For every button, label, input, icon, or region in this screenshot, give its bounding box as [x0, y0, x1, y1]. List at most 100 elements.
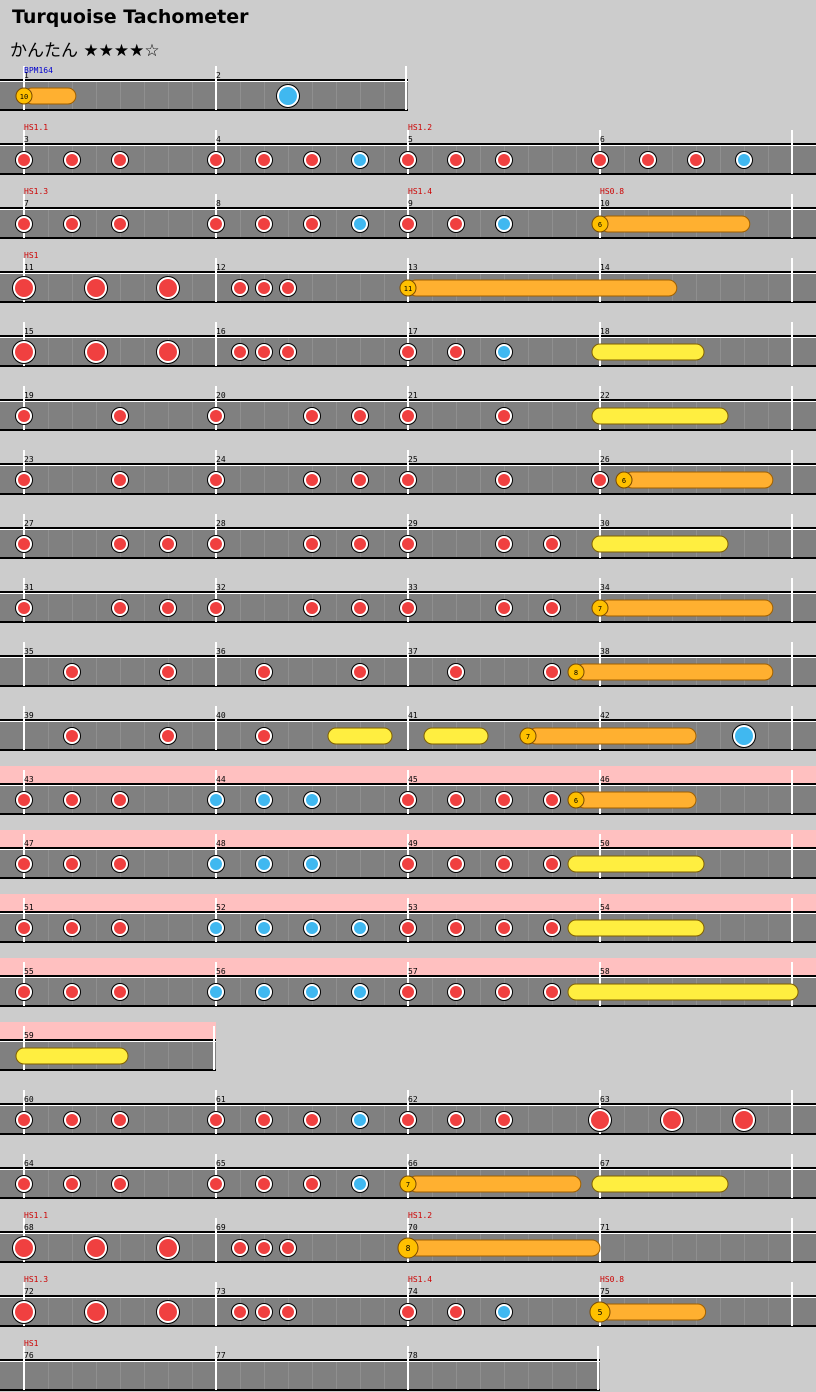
don-note	[498, 474, 510, 486]
ka-note	[306, 922, 318, 934]
balloon-roll-bar	[327, 727, 393, 745]
beat-line	[144, 402, 145, 429]
measure-number: 75	[600, 1287, 610, 1296]
beat-line	[432, 1106, 433, 1133]
beat-line	[432, 402, 433, 429]
beat-line	[528, 850, 529, 877]
beat-line	[96, 530, 97, 557]
don-note	[66, 154, 78, 166]
beat-line	[384, 146, 385, 173]
speed-change-label: HS1.4	[408, 187, 432, 196]
beat-line	[504, 658, 505, 685]
bar-line	[791, 898, 793, 942]
beat-line	[768, 338, 769, 365]
measure-number: 69	[216, 1223, 226, 1232]
beat-line	[504, 1362, 505, 1389]
don-note	[87, 279, 105, 297]
ka-note	[210, 794, 222, 806]
beat-line	[456, 466, 457, 493]
measure-number: 54	[600, 903, 610, 912]
beat-line	[120, 338, 121, 365]
bar-line	[215, 1282, 217, 1326]
beat-line	[72, 466, 73, 493]
beat-line	[768, 786, 769, 813]
measure-number: 7	[24, 199, 29, 208]
beat-line	[168, 1106, 169, 1133]
measure-number: 9	[408, 199, 413, 208]
balloon-roll-bar	[591, 407, 729, 425]
don-note	[450, 666, 462, 678]
beat-line	[192, 82, 193, 109]
don-note	[354, 602, 366, 614]
ka-note	[354, 218, 366, 230]
chart-row	[0, 194, 816, 239]
beat-line	[384, 1106, 385, 1133]
beat-line	[480, 1106, 481, 1133]
beat-line	[288, 978, 289, 1005]
beat-line	[744, 914, 745, 941]
drumroll-head	[567, 663, 585, 681]
beat-line	[264, 1362, 265, 1389]
beat-line	[192, 466, 193, 493]
beat-line	[384, 594, 385, 621]
beat-line	[624, 1234, 625, 1261]
drumroll-bar	[527, 727, 697, 745]
beat-line	[504, 722, 505, 749]
beat-line	[312, 1234, 313, 1261]
don-note	[546, 794, 558, 806]
drumroll-count: 5	[598, 1308, 603, 1317]
beat-line	[240, 466, 241, 493]
beat-line	[552, 338, 553, 365]
don-note	[162, 602, 174, 614]
don-note	[15, 343, 33, 361]
don-note	[402, 410, 414, 422]
beat-line	[768, 850, 769, 877]
beat-line	[192, 1298, 193, 1325]
beat-line	[96, 146, 97, 173]
don-note	[498, 410, 510, 422]
beat-line	[168, 786, 169, 813]
beat-line	[48, 978, 49, 1005]
don-note	[402, 922, 414, 934]
beat-line	[144, 978, 145, 1005]
bar-line	[791, 642, 793, 686]
bar-line	[215, 322, 217, 366]
ka-note	[258, 922, 270, 934]
beat-line	[456, 1362, 457, 1389]
beat-line	[192, 594, 193, 621]
measure-number: 78	[408, 1351, 418, 1360]
beat-line	[240, 722, 241, 749]
don-note	[210, 410, 222, 422]
bar-line	[791, 834, 793, 878]
don-note	[546, 602, 558, 614]
beat-line	[432, 210, 433, 237]
measure-number: 58	[600, 967, 610, 976]
don-note	[258, 154, 270, 166]
drumroll-head	[519, 727, 537, 745]
drumroll-bar	[407, 1175, 582, 1193]
bar-line	[407, 1346, 409, 1390]
don-note	[663, 1111, 681, 1129]
don-note	[258, 282, 270, 294]
beat-line	[240, 978, 241, 1005]
don-note	[87, 1239, 105, 1257]
beat-line	[768, 1234, 769, 1261]
don-note	[18, 602, 30, 614]
beat-line	[168, 850, 169, 877]
beat-line	[432, 146, 433, 173]
drumroll-count: 7	[526, 733, 530, 741]
beat-line	[720, 914, 721, 941]
beat-line	[384, 1362, 385, 1389]
don-note	[282, 282, 294, 294]
beat-line	[48, 210, 49, 237]
measure-number: 63	[600, 1095, 610, 1104]
beat-line	[384, 82, 385, 109]
ka-note	[210, 922, 222, 934]
beat-line	[72, 594, 73, 621]
beat-line	[528, 978, 529, 1005]
beat-line	[144, 210, 145, 237]
beat-line	[264, 466, 265, 493]
don-note	[66, 922, 78, 934]
don-note	[306, 410, 318, 422]
